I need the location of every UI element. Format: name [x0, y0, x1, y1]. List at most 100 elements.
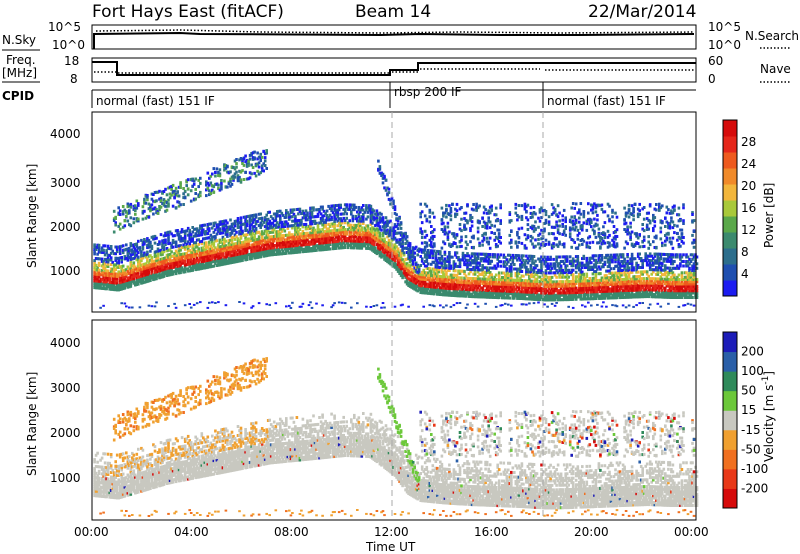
power-cell	[414, 263, 418, 266]
power-cell	[245, 251, 249, 255]
power-cell	[482, 275, 486, 279]
power-cell	[546, 264, 549, 268]
power-cell	[266, 229, 270, 232]
power-cell	[233, 237, 237, 241]
power-cell	[158, 276, 161, 280]
power-cell	[473, 286, 477, 290]
power-cell	[393, 247, 397, 251]
power-cell	[417, 276, 421, 280]
power-cell	[491, 255, 495, 259]
power-cell	[123, 275, 127, 279]
power-cell	[389, 262, 392, 266]
power-cell	[348, 223, 351, 227]
power-cell	[197, 267, 200, 271]
power-cell	[262, 220, 265, 224]
power-cell	[419, 255, 422, 258]
power-cell	[371, 215, 374, 218]
power-cell	[223, 168, 226, 172]
power-cell	[94, 268, 98, 272]
power-cell	[439, 266, 442, 269]
power-cell	[146, 279, 149, 283]
power-cell	[277, 209, 281, 213]
power-cell	[369, 245, 373, 249]
power-cell	[423, 278, 427, 281]
power-cell	[123, 257, 127, 261]
power-cell	[342, 228, 345, 232]
power-cell	[279, 241, 282, 245]
power-cell	[534, 220, 537, 224]
power-cell	[436, 258, 439, 262]
power-cell	[152, 278, 155, 282]
power-cell	[120, 260, 123, 264]
power-cell	[173, 196, 176, 200]
power-cell	[433, 260, 436, 264]
power-cell	[128, 204, 131, 208]
power-cell	[499, 241, 502, 245]
power-cell	[286, 235, 290, 239]
power-cell	[519, 283, 522, 287]
power-cell	[350, 232, 353, 236]
power-cell	[152, 273, 155, 277]
power-cell	[508, 241, 512, 245]
power-cell	[125, 274, 128, 278]
power-cell	[531, 295, 534, 299]
power-cell	[298, 305, 302, 308]
power-cell	[339, 228, 342, 232]
power-cell	[321, 246, 324, 249]
power-cell	[472, 203, 475, 206]
power-cell	[199, 240, 202, 244]
power-cell	[451, 287, 454, 291]
power-cell	[150, 260, 154, 264]
power-cell	[292, 212, 296, 216]
power-cell	[407, 257, 410, 260]
power-cell	[519, 281, 522, 285]
power-cell	[377, 244, 380, 248]
power-cell	[496, 257, 499, 261]
power-cell	[177, 257, 181, 261]
power-cell	[106, 258, 110, 262]
power-cell	[232, 244, 235, 248]
power-cell	[457, 276, 460, 280]
power-cell	[106, 253, 110, 257]
power-cell	[451, 232, 454, 236]
power-cell	[218, 240, 222, 244]
power-cell	[285, 240, 288, 244]
power-cell	[182, 261, 185, 265]
power-cell	[155, 236, 158, 240]
power-cell	[97, 261, 101, 265]
power-cell	[452, 260, 456, 264]
power-cell	[141, 272, 145, 276]
station-title: Fort Hays East (fitACF)	[92, 2, 284, 22]
power-cell	[470, 295, 474, 299]
power-cell	[386, 260, 389, 264]
power-cell	[366, 244, 370, 248]
power-cell	[266, 244, 270, 248]
power-cell	[425, 287, 429, 291]
power-cell	[365, 240, 368, 244]
power-cell	[366, 237, 370, 241]
power-cell	[378, 218, 382, 222]
power-cell	[242, 222, 246, 226]
power-cell	[549, 284, 552, 288]
power-cell	[475, 288, 478, 292]
power-cell	[449, 255, 453, 259]
power-cell	[158, 269, 161, 273]
power-cell	[143, 274, 146, 277]
power-cell	[279, 234, 282, 238]
power-cell	[162, 201, 166, 205]
power-cell	[153, 264, 157, 268]
power-cell	[103, 275, 107, 279]
power-cell	[544, 271, 548, 275]
power-cell	[469, 270, 472, 274]
power-cell	[540, 282, 543, 286]
power-cell	[227, 245, 231, 249]
power-cell	[265, 229, 268, 233]
power-cell	[384, 259, 388, 262]
power-cell	[125, 214, 128, 218]
power-cell	[497, 240, 501, 243]
power-cell	[195, 258, 199, 262]
power-cell	[303, 250, 306, 253]
power-cell	[457, 285, 460, 289]
power-cell	[239, 229, 243, 233]
power-cell	[283, 247, 287, 251]
